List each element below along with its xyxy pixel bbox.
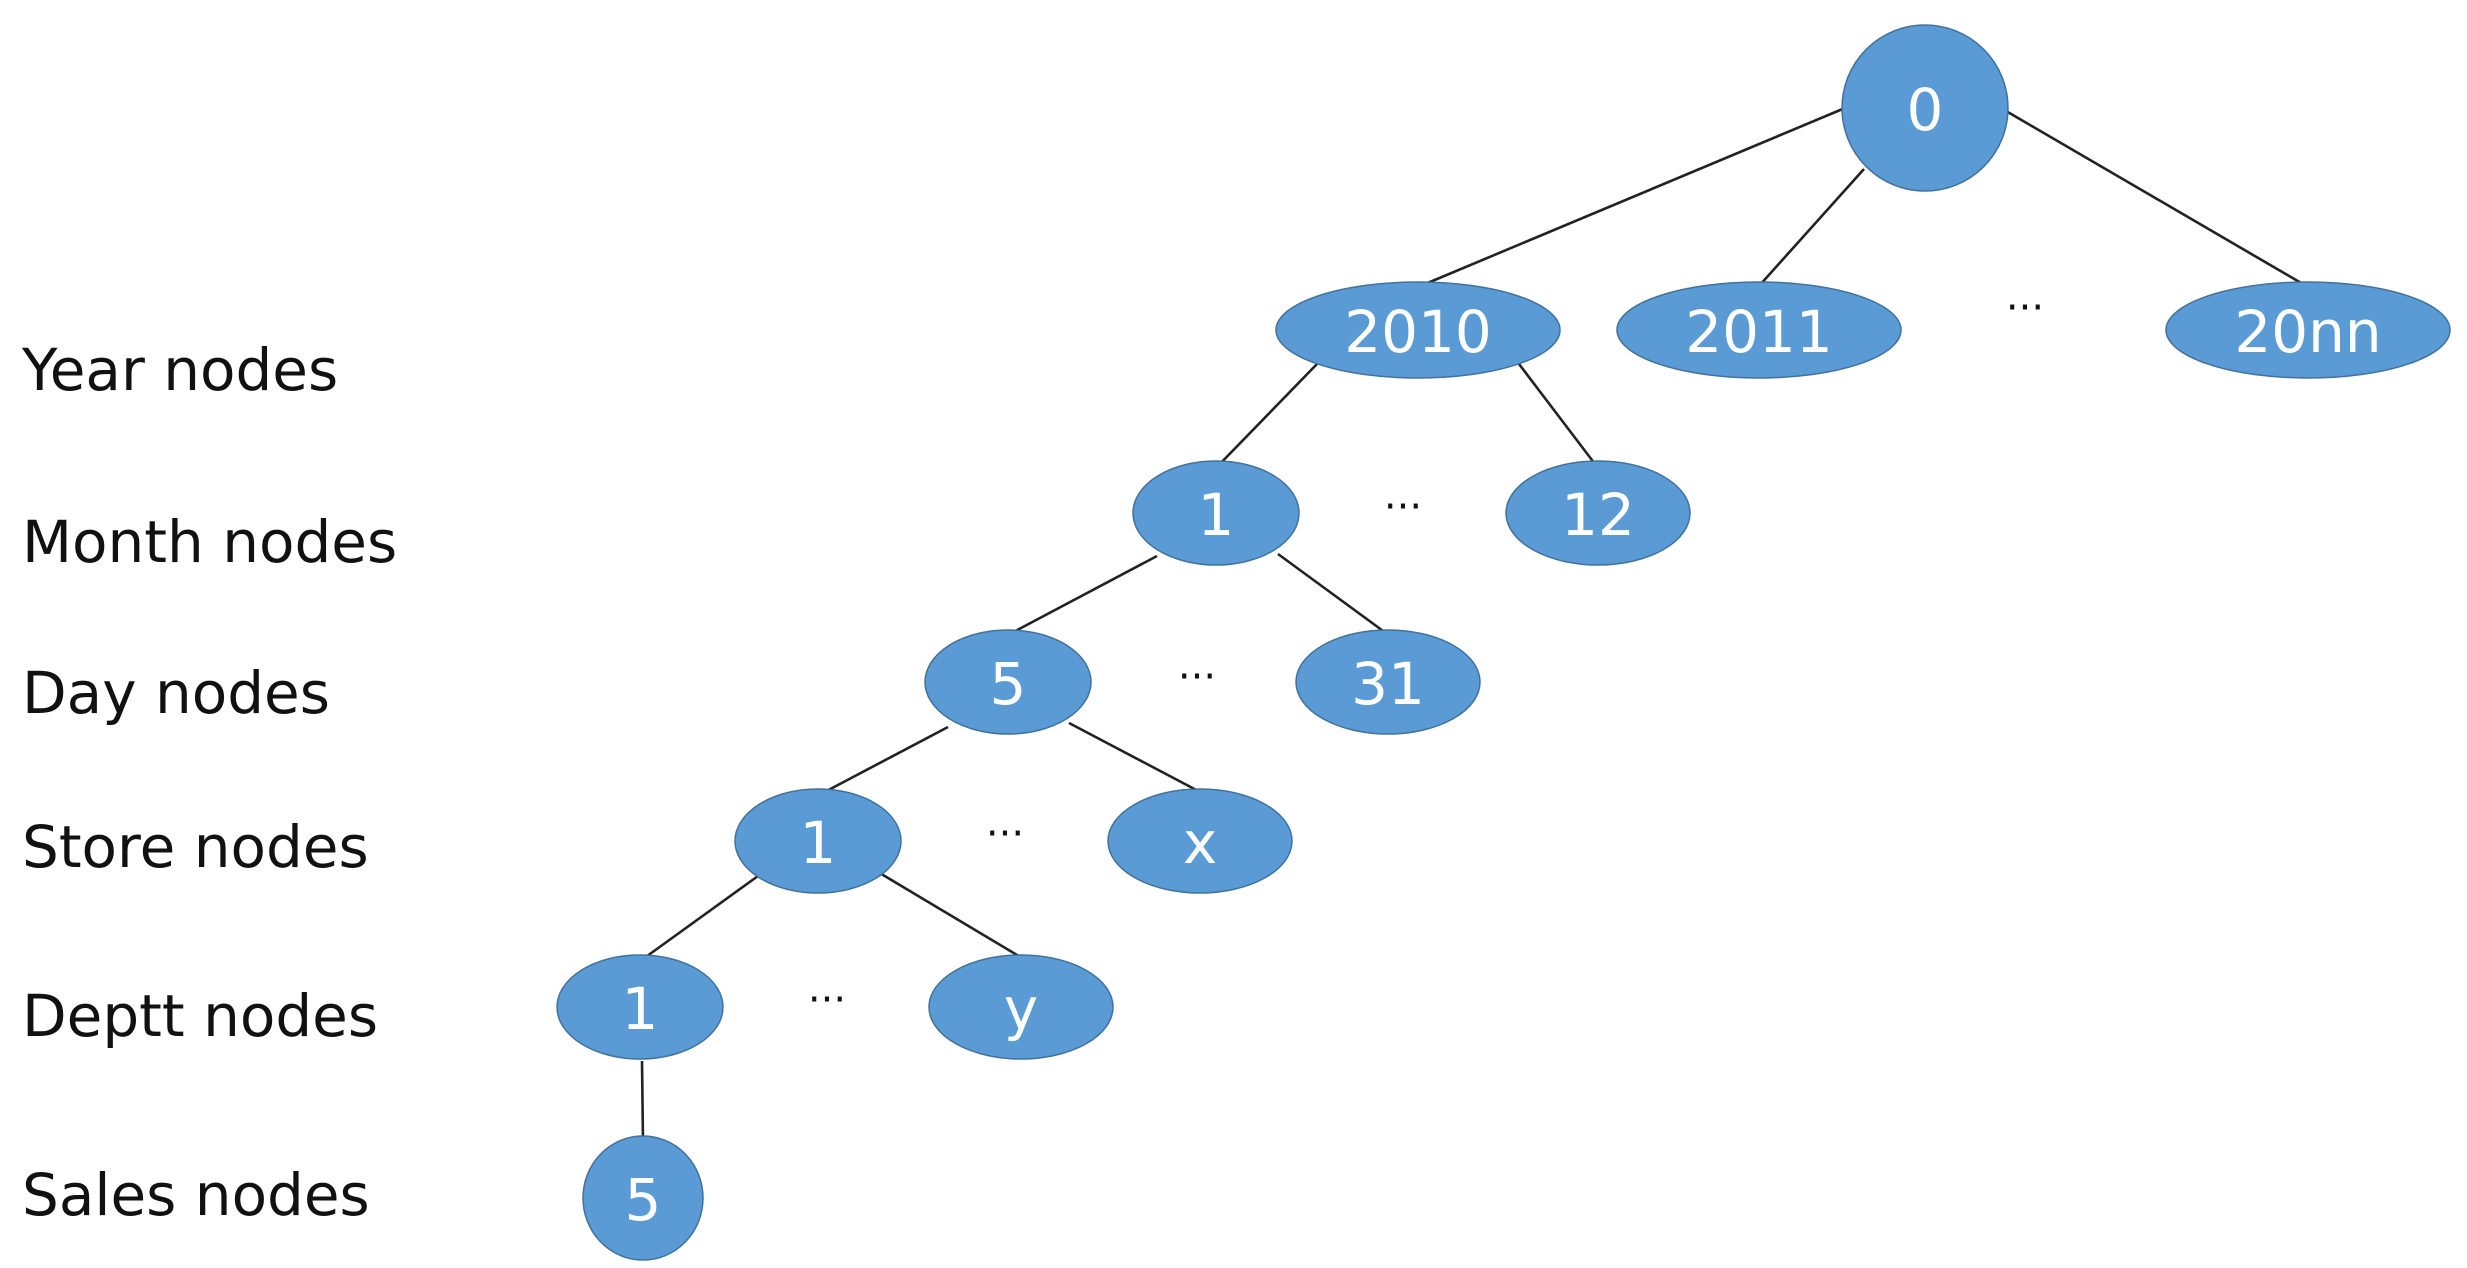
ellipsis-deptts: ···	[808, 977, 846, 1023]
node-day-31: 31	[1295, 629, 1481, 735]
level-label-sales: Sales nodes	[22, 1161, 370, 1229]
level-label-year: Year nodes	[21, 336, 338, 404]
svg-text:20nn: 20nn	[2234, 298, 2381, 366]
svg-text:5: 5	[625, 1166, 662, 1234]
node-deptt-y: y	[928, 954, 1114, 1060]
ellipsis-months: ···	[1384, 484, 1422, 530]
edge-root-2010	[1417, 106, 1846, 289]
node-month-1: 1	[1132, 460, 1300, 566]
node-store-x: x	[1107, 788, 1293, 894]
level-label-deptt: Deptt nodes	[22, 982, 378, 1050]
edge-month1-day5	[1005, 554, 1158, 638]
edge-root-20nn	[2005, 109, 2309, 289]
ellipsis-years: ···	[2006, 285, 2044, 331]
edges	[640, 106, 2309, 1144]
level-labels: Year nodes Month nodes Day nodes Store n…	[21, 336, 397, 1229]
level-label-month: Month nodes	[22, 508, 397, 576]
svg-text:12: 12	[1561, 481, 1635, 549]
edge-root-2011	[1758, 168, 1865, 287]
edge-deptt1-sales5	[640, 1060, 645, 1144]
node-root: 0	[1841, 24, 2009, 192]
edge-store1-deptt1	[642, 874, 759, 961]
node-year-20nn: 20nn	[2165, 281, 2451, 379]
edge-2010-month12	[1517, 363, 1600, 469]
node-sales-5: 5	[582, 1135, 704, 1261]
svg-text:x: x	[1183, 809, 1217, 877]
node-year-2011: 2011	[1616, 281, 1902, 379]
node-year-2010: 2010	[1275, 281, 1561, 379]
node-deptt-1: 1	[556, 954, 724, 1060]
edge-day5-store1	[818, 725, 949, 797]
svg-text:1: 1	[1198, 481, 1235, 549]
svg-text:2010: 2010	[1344, 298, 1492, 366]
svg-text:y: y	[1004, 975, 1038, 1043]
edge-month1-day31	[1277, 552, 1391, 638]
edge-2010-month1	[1213, 363, 1318, 471]
node-day-5: 5	[924, 629, 1092, 735]
svg-text:0: 0	[1907, 76, 1944, 144]
edge-day5-storex	[1068, 721, 1203, 795]
svg-text:1: 1	[622, 975, 659, 1043]
node-store-1: 1	[734, 788, 902, 894]
svg-text:5: 5	[990, 650, 1027, 718]
svg-text:1: 1	[800, 809, 837, 877]
edge-store1-depttY	[877, 870, 1023, 960]
level-label-store: Store nodes	[22, 813, 369, 881]
ellipsis-markers: ··· ··· ··· ··· ···	[808, 285, 2044, 1023]
ellipsis-days: ···	[1178, 654, 1216, 700]
svg-text:2011: 2011	[1685, 298, 1833, 366]
ellipsis-stores: ···	[986, 811, 1024, 857]
level-label-day: Day nodes	[22, 659, 330, 727]
svg-text:31: 31	[1351, 650, 1425, 718]
node-month-12: 12	[1505, 460, 1691, 566]
nodes: 0 2010 2011 20nn 1 12 5 31	[556, 24, 2451, 1261]
